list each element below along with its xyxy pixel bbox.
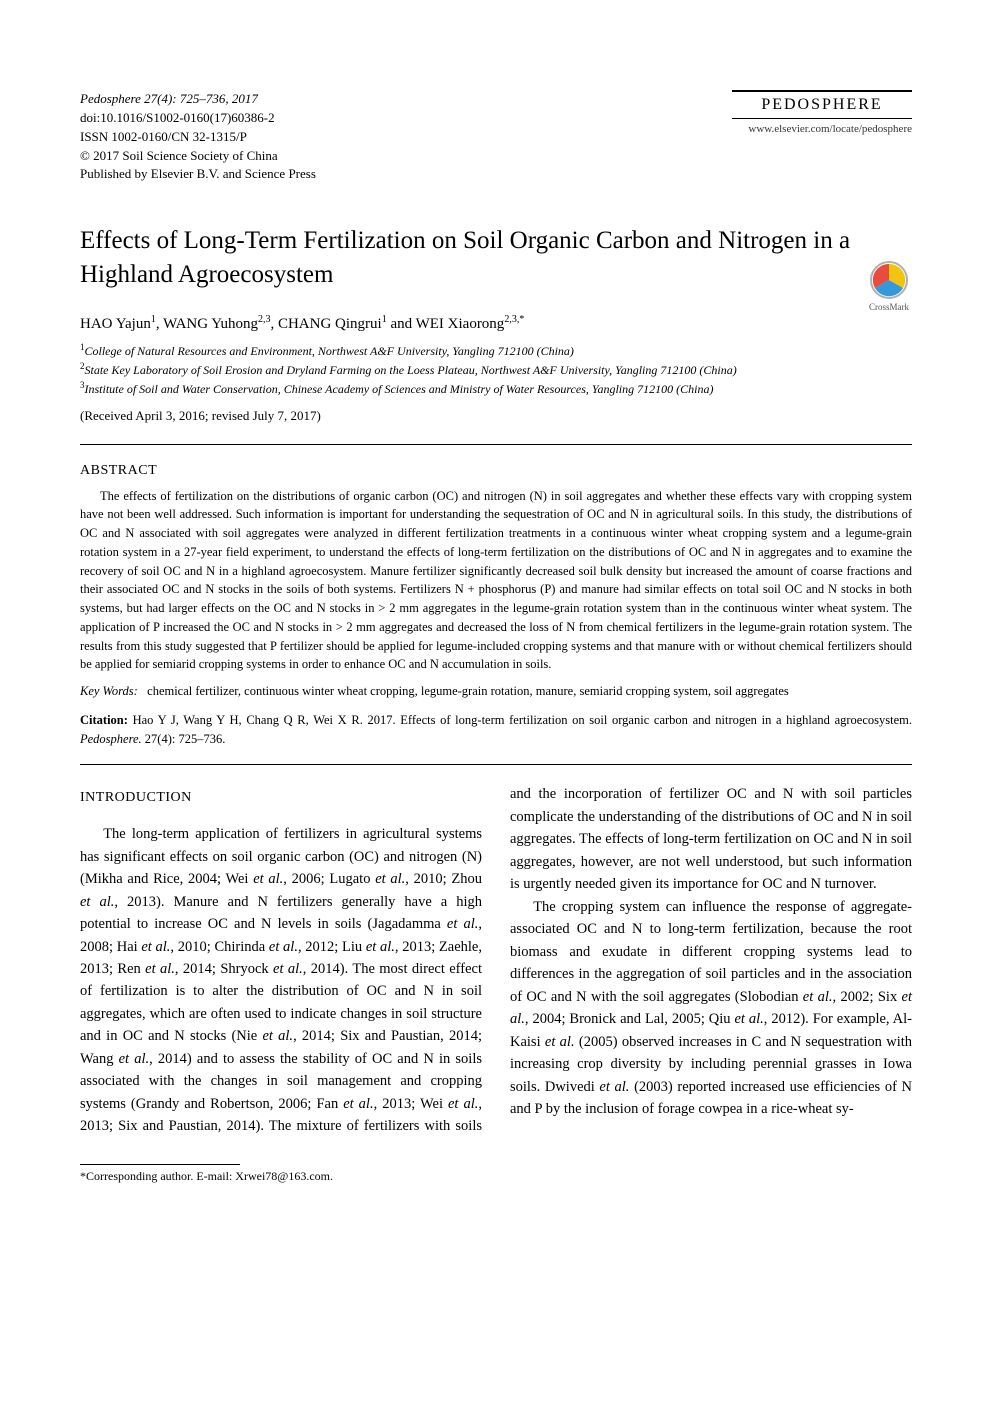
header-left: Pedosphere 27(4): 725–736, 2017 doi:10.1… xyxy=(80,90,316,184)
title-block: Effects of Long-Term Fertilization on So… xyxy=(80,224,912,292)
keywords: Key Words: chemical fertilizer, continuo… xyxy=(80,682,912,701)
page: Pedosphere 27(4): 725–736, 2017 doi:10.1… xyxy=(0,0,992,1403)
publisher-line: Published by Elsevier B.V. and Science P… xyxy=(80,165,316,184)
introduction-heading: INTRODUCTION xyxy=(80,787,482,809)
citation: Citation: Hao Y J, Wang Y H, Chang Q R, … xyxy=(80,711,912,749)
abstract-heading: ABSTRACT xyxy=(80,463,912,479)
body-paragraph-2: The cropping system can influence the re… xyxy=(510,896,912,1121)
affiliation-1: 1College of Natural Resources and Enviro… xyxy=(80,341,912,360)
crossmark-label: CrossMark xyxy=(866,302,912,312)
citation-text-before: Hao Y J, Wang Y H, Chang Q R, Wei X R. 2… xyxy=(128,713,912,727)
received-dates: (Received April 3, 2016; revised July 7,… xyxy=(80,408,912,424)
keywords-text: chemical fertilizer, continuous winter w… xyxy=(147,684,789,698)
authors: HAO Yajun1, WANG Yuhong2,3, CHANG Qingru… xyxy=(80,314,912,333)
citation-text-after: 27(4): 725–736. xyxy=(142,732,226,746)
rule-bottom xyxy=(80,764,912,765)
citation-journal: Pedosphere. xyxy=(80,732,142,746)
rule-top xyxy=(80,444,912,445)
corresponding-footnote: *Corresponding author. E-mail: Xrwei78@1… xyxy=(80,1169,912,1184)
footnote-rule xyxy=(80,1164,240,1165)
body-columns: INTRODUCTION The long-term application o… xyxy=(80,783,912,1137)
crossmark-icon xyxy=(869,260,909,300)
citation-label: Citation: xyxy=(80,713,128,727)
affiliation-2: 2State Key Laboratory of Soil Erosion an… xyxy=(80,360,912,379)
doi-line: doi:10.1016/S1002-0160(17)60386-2 xyxy=(80,109,316,128)
journal-box: PEDOSPHERE xyxy=(732,90,912,119)
affiliation-3: 3Institute of Soil and Water Conservatio… xyxy=(80,379,912,398)
journal-line: Pedosphere 27(4): 725–736, 2017 xyxy=(80,90,316,109)
issn-line: ISSN 1002-0160/CN 32-1315/P xyxy=(80,128,316,147)
copyright-line: © 2017 Soil Science Society of China xyxy=(80,147,316,166)
keywords-label: Key Words: xyxy=(80,684,138,698)
header-row: Pedosphere 27(4): 725–736, 2017 doi:10.1… xyxy=(80,90,912,184)
article-title: Effects of Long-Term Fertilization on So… xyxy=(80,224,912,292)
crossmark-badge[interactable]: CrossMark xyxy=(866,260,912,312)
abstract-body: The effects of fertilization on the dist… xyxy=(80,487,912,675)
header-right: PEDOSPHERE www.elsevier.com/locate/pedos… xyxy=(732,90,912,135)
affiliations: 1College of Natural Resources and Enviro… xyxy=(80,341,912,398)
journal-url[interactable]: www.elsevier.com/locate/pedosphere xyxy=(732,123,912,135)
